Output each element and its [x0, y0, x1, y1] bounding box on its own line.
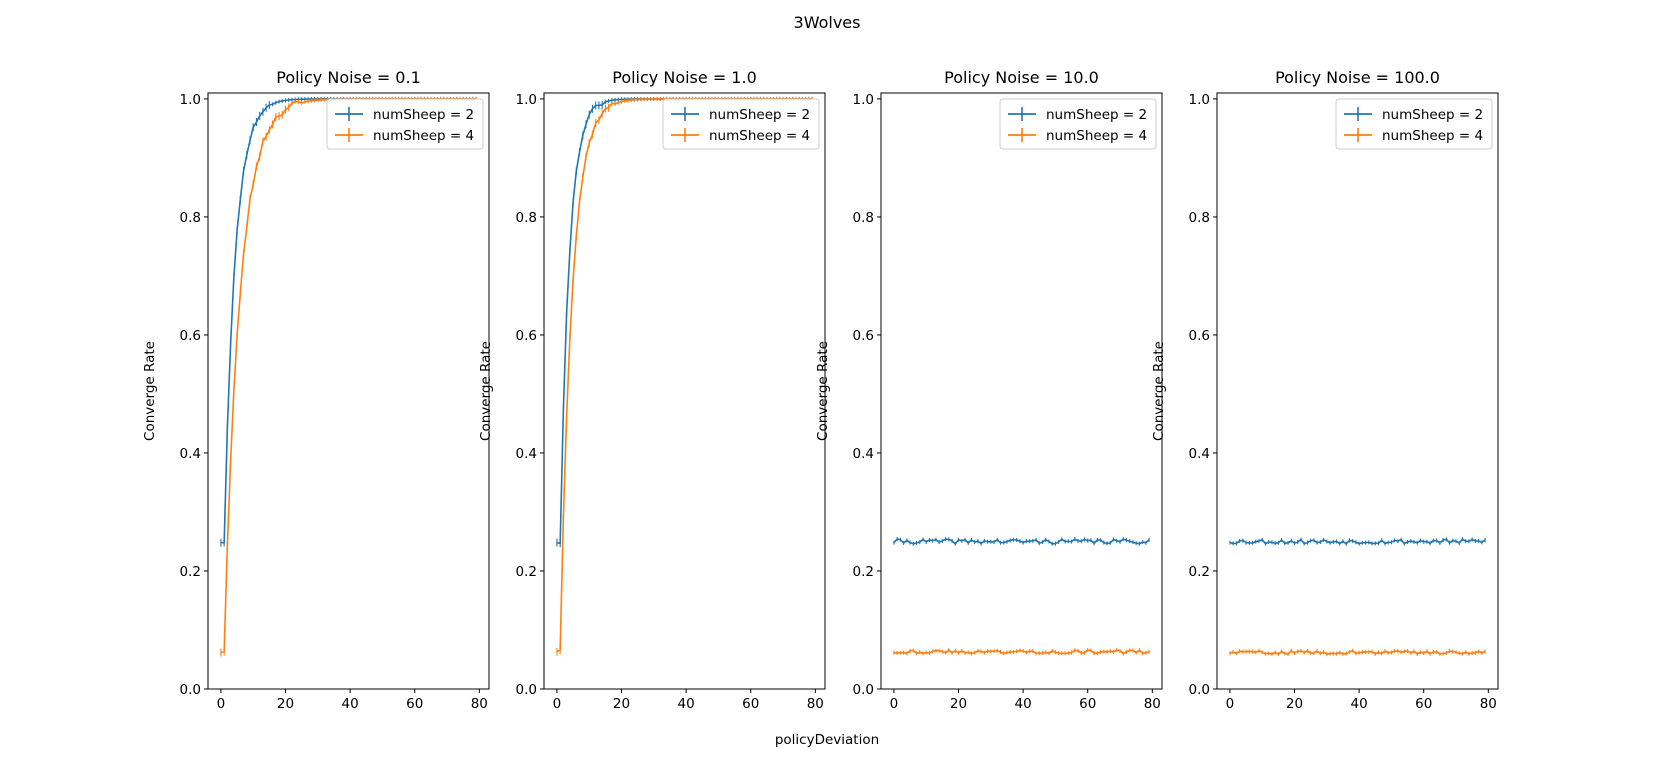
subplot-title: Policy Noise = 0.1 — [276, 68, 421, 87]
subplot-3: Policy Noise = 10.0 Converge Rate 0 20 40 60 8… — [815, 68, 1163, 712]
subplot-title: Policy Noise = 10.0 — [944, 68, 1099, 87]
legend-label: numSheep = 2 — [709, 107, 810, 123]
y-tick-label: 0.6 — [516, 328, 537, 344]
y-tick-label: 0.0 — [1189, 682, 1210, 698]
x-tick-label: 20 — [1286, 696, 1303, 712]
y-axis-label: Converge Rate — [815, 341, 831, 441]
y-tick-label: 0.2 — [1189, 564, 1210, 580]
subplot-2: Policy Noise = 1.0 Converge Rate 0 20 40 60 80… — [478, 68, 826, 712]
x-tick-label: 20 — [277, 696, 294, 712]
y-tick-label: 0.0 — [516, 682, 537, 698]
y-tick-label: 0.6 — [1189, 328, 1210, 344]
legend-box — [326, 98, 484, 150]
legend-box — [662, 98, 820, 150]
legend-label: numSheep = 2 — [1382, 107, 1483, 123]
y-tick-label: 0.4 — [853, 446, 874, 462]
x-tick-label: 40 — [1351, 696, 1368, 712]
y-tick-label: 1.0 — [516, 92, 537, 108]
subplot-1: Policy Noise = 0.1 Converge Rate 0 20 40 60 80… — [142, 68, 490, 712]
y-tick-label: 1.0 — [1189, 92, 1210, 108]
x-tick-label: 60 — [1415, 696, 1432, 712]
x-tick-label: 80 — [1480, 696, 1497, 712]
x-tick-label: 20 — [950, 696, 967, 712]
x-tick-label: 0 — [553, 696, 562, 712]
legend-box — [1335, 98, 1493, 150]
y-axis-label: Converge Rate — [142, 341, 158, 441]
x-tick-label: 0 — [890, 696, 899, 712]
figure-title: 3Wolves — [794, 13, 861, 32]
x-tick-label: 80 — [471, 696, 488, 712]
axes-frame — [543, 92, 826, 690]
y-tick-label: 0.2 — [516, 564, 537, 580]
legend-box — [999, 98, 1157, 150]
y-tick-label: 1.0 — [853, 92, 874, 108]
legend-label: numSheep = 4 — [1382, 128, 1483, 144]
y-tick-label: 0.0 — [853, 682, 874, 698]
x-tick-label: 80 — [807, 696, 824, 712]
y-tick-label: 0.8 — [516, 210, 537, 226]
y-tick-label: 0.8 — [180, 210, 201, 226]
x-tick-label: 40 — [1015, 696, 1032, 712]
y-tick-label: 0.6 — [180, 328, 201, 344]
x-tick-label: 0 — [217, 696, 226, 712]
y-tick-label: 0.2 — [853, 564, 874, 580]
x-tick-label: 20 — [613, 696, 630, 712]
legend-label: numSheep = 2 — [373, 107, 474, 123]
y-tick-label: 0.8 — [853, 210, 874, 226]
y-tick-label: 0.8 — [1189, 210, 1210, 226]
legend-label: numSheep = 4 — [709, 128, 810, 144]
y-axis-label: Converge Rate — [478, 341, 494, 441]
x-tick-label: 0 — [1226, 696, 1235, 712]
axes-frame — [1216, 92, 1499, 690]
y-axis-label: Converge Rate — [1151, 341, 1167, 441]
y-tick-label: 0.4 — [180, 446, 201, 462]
subplot-4: Policy Noise = 100.0 Converge Rate 0 20 40 60… — [1151, 68, 1499, 712]
axes-frame — [880, 92, 1163, 690]
legend-label: numSheep = 4 — [373, 128, 474, 144]
y-tick-label: 0.2 — [180, 564, 201, 580]
x-tick-label: 60 — [1079, 696, 1096, 712]
x-tick-label: 40 — [342, 696, 359, 712]
y-tick-label: 0.4 — [516, 446, 537, 462]
subplot-grid: Policy Noise = 0.1 Converge Rate 0 20 40 60 80… — [142, 68, 1499, 712]
x-tick-label: 60 — [742, 696, 759, 712]
y-tick-label: 0.4 — [1189, 446, 1210, 462]
x-tick-label: 80 — [1144, 696, 1161, 712]
axes-frame — [207, 92, 490, 690]
x-tick-label: 60 — [406, 696, 423, 712]
y-tick-label: 1.0 — [180, 92, 201, 108]
legend-label: numSheep = 4 — [1046, 128, 1147, 144]
y-tick-label: 0.6 — [853, 328, 874, 344]
subplot-title: Policy Noise = 100.0 — [1275, 68, 1440, 87]
subplot-title: Policy Noise = 1.0 — [612, 68, 757, 87]
x-tick-label: 40 — [678, 696, 695, 712]
figure-x-label: policyDeviation — [775, 732, 879, 748]
y-tick-label: 0.0 — [180, 682, 201, 698]
legend-label: numSheep = 2 — [1046, 107, 1147, 123]
